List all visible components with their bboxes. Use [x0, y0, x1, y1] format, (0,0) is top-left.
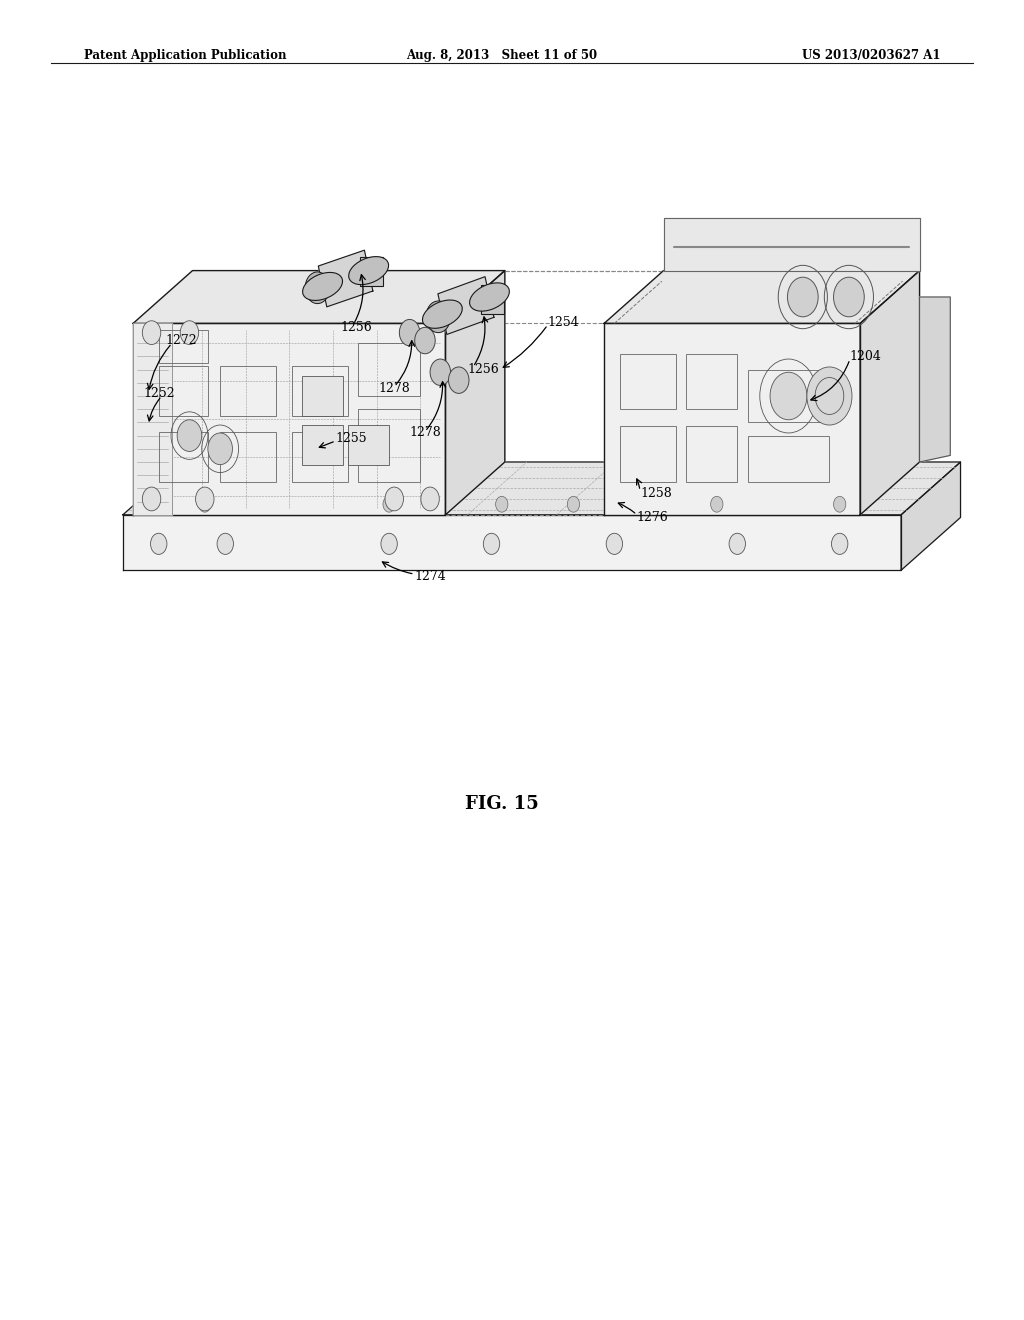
- Circle shape: [496, 496, 508, 512]
- Circle shape: [383, 496, 395, 512]
- Text: 1254: 1254: [548, 315, 580, 329]
- Circle shape: [180, 321, 199, 345]
- Circle shape: [729, 533, 745, 554]
- Circle shape: [807, 367, 852, 425]
- Circle shape: [430, 359, 451, 385]
- Bar: [748, 436, 829, 482]
- Polygon shape: [133, 323, 445, 515]
- Polygon shape: [133, 271, 505, 323]
- Polygon shape: [133, 323, 172, 515]
- Circle shape: [142, 321, 161, 345]
- Polygon shape: [920, 297, 950, 462]
- Ellipse shape: [349, 256, 388, 285]
- Bar: [348, 425, 389, 465]
- Circle shape: [415, 327, 435, 354]
- Bar: [302, 425, 343, 465]
- Bar: [620, 354, 676, 409]
- Bar: [686, 354, 737, 409]
- Circle shape: [199, 496, 211, 512]
- Bar: [292, 432, 348, 482]
- Circle shape: [711, 496, 723, 512]
- Circle shape: [196, 487, 214, 511]
- Bar: [159, 330, 208, 363]
- Polygon shape: [318, 251, 373, 306]
- Circle shape: [421, 487, 439, 511]
- Polygon shape: [604, 323, 860, 515]
- Circle shape: [426, 301, 451, 333]
- Text: 1276: 1276: [637, 511, 669, 524]
- Bar: [360, 257, 383, 286]
- Text: 1204: 1204: [850, 350, 882, 363]
- Polygon shape: [445, 271, 505, 515]
- Bar: [220, 432, 276, 482]
- Bar: [481, 285, 504, 314]
- Bar: [159, 432, 208, 482]
- Circle shape: [567, 496, 580, 512]
- Polygon shape: [604, 271, 920, 323]
- Polygon shape: [901, 462, 961, 570]
- Text: 1272: 1272: [166, 334, 198, 347]
- Polygon shape: [438, 277, 494, 334]
- Text: Aug. 8, 2013   Sheet 11 of 50: Aug. 8, 2013 Sheet 11 of 50: [407, 49, 597, 62]
- Text: 1278: 1278: [379, 381, 411, 395]
- Text: 1252: 1252: [143, 387, 175, 400]
- Text: 1256: 1256: [340, 321, 372, 334]
- Text: Patent Application Publication: Patent Application Publication: [84, 49, 287, 62]
- Bar: [358, 343, 420, 396]
- Circle shape: [483, 533, 500, 554]
- Circle shape: [834, 277, 864, 317]
- Text: 1274: 1274: [415, 570, 446, 583]
- Ellipse shape: [423, 300, 462, 329]
- Circle shape: [142, 487, 161, 511]
- Circle shape: [787, 277, 818, 317]
- Circle shape: [151, 533, 167, 554]
- Polygon shape: [860, 271, 920, 515]
- Circle shape: [217, 533, 233, 554]
- Polygon shape: [123, 462, 961, 515]
- Bar: [686, 426, 737, 482]
- Bar: [292, 366, 348, 416]
- Bar: [159, 366, 208, 416]
- Circle shape: [770, 372, 807, 420]
- Circle shape: [399, 319, 420, 346]
- Bar: [748, 370, 829, 422]
- Text: 1256: 1256: [467, 363, 499, 376]
- Polygon shape: [664, 218, 920, 271]
- Ellipse shape: [470, 282, 509, 312]
- Circle shape: [606, 533, 623, 554]
- Circle shape: [381, 533, 397, 554]
- Circle shape: [208, 433, 232, 465]
- Bar: [358, 409, 420, 482]
- Circle shape: [305, 272, 330, 304]
- Bar: [220, 366, 276, 416]
- Text: 1278: 1278: [410, 426, 441, 440]
- Bar: [620, 426, 676, 482]
- Text: 1258: 1258: [640, 487, 672, 500]
- Text: 1255: 1255: [336, 432, 368, 445]
- Polygon shape: [123, 515, 901, 570]
- Ellipse shape: [303, 272, 342, 301]
- Circle shape: [831, 533, 848, 554]
- Circle shape: [385, 487, 403, 511]
- Circle shape: [815, 378, 844, 414]
- Text: US 2013/0203627 A1: US 2013/0203627 A1: [802, 49, 940, 62]
- Bar: [302, 376, 343, 416]
- Circle shape: [449, 367, 469, 393]
- Circle shape: [177, 420, 202, 451]
- Text: FIG. 15: FIG. 15: [465, 795, 539, 813]
- Circle shape: [834, 496, 846, 512]
